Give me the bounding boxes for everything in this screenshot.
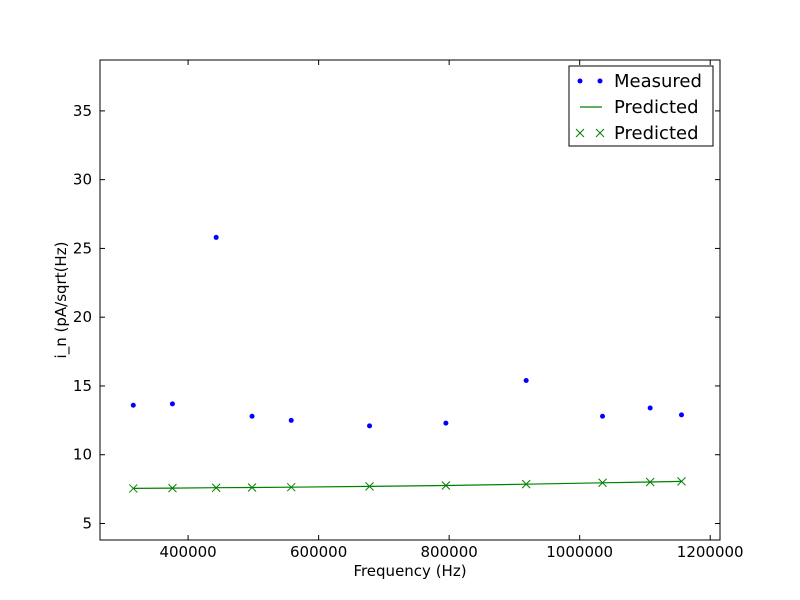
legend: Measured Predicted Predicted bbox=[568, 65, 714, 147]
series-layer bbox=[128, 234, 686, 493]
x-tick-label: 600000 bbox=[290, 543, 347, 561]
predicted-x-marker bbox=[645, 477, 655, 487]
y-tick-label: 15 bbox=[73, 377, 92, 395]
x-marker-stroke bbox=[211, 483, 221, 493]
predicted-x-marker bbox=[286, 482, 296, 492]
x-marker-stroke bbox=[441, 481, 451, 490]
y-tick-label: 25 bbox=[73, 239, 92, 257]
predicted-x-marker bbox=[128, 484, 138, 493]
y-axis-ticks: 5 10 15 20 25 30 35 bbox=[73, 102, 720, 532]
x-marker-stroke bbox=[521, 479, 531, 489]
measured-point bbox=[523, 377, 529, 383]
legend-predicted-x-marker bbox=[575, 128, 605, 138]
y-tick-label: 30 bbox=[73, 171, 92, 189]
x-marker-stroke bbox=[247, 483, 257, 492]
y-tick-label: 20 bbox=[73, 308, 92, 326]
predicted-x-marker bbox=[365, 482, 374, 491]
predicted-x-marker bbox=[211, 483, 221, 493]
legend-label-predicted-markers: Predicted bbox=[614, 123, 699, 144]
legend-box bbox=[568, 65, 714, 147]
measured-point bbox=[249, 413, 255, 419]
y-tick-label: 10 bbox=[73, 446, 92, 464]
measured-point bbox=[600, 413, 606, 419]
y-tick-label: 5 bbox=[82, 514, 92, 532]
measured-point bbox=[213, 234, 219, 240]
predicted-x-marker bbox=[441, 481, 451, 490]
measured-point bbox=[288, 417, 294, 423]
x-marker-stroke bbox=[645, 477, 655, 487]
x-marker-stroke bbox=[286, 482, 296, 492]
predicted-x-marker bbox=[168, 483, 177, 493]
legend-label-measured: Measured bbox=[614, 71, 702, 92]
predicted-x-marker bbox=[598, 478, 607, 488]
y-axis-label: i_n (pA/sqrt(Hz) bbox=[52, 242, 71, 359]
x-tick-label: 400000 bbox=[159, 543, 216, 561]
measured-point bbox=[647, 405, 653, 411]
x-tick-label: 1000000 bbox=[546, 543, 613, 561]
x-marker-stroke bbox=[365, 482, 374, 491]
measured-point bbox=[367, 423, 373, 429]
x-axis-ticks: 400000 600000 800000 1000000 1200000 bbox=[159, 60, 744, 561]
x-marker-stroke bbox=[677, 477, 686, 486]
predicted-x-marker bbox=[247, 483, 257, 492]
predicted-x-marker bbox=[677, 477, 686, 486]
measured-point bbox=[678, 412, 684, 418]
x-marker-stroke bbox=[598, 478, 607, 488]
x-marker-stroke bbox=[128, 484, 138, 493]
x-marker-stroke bbox=[168, 483, 177, 493]
measured-point bbox=[130, 402, 136, 408]
x-axis-label: Frequency (Hz) bbox=[353, 562, 466, 580]
x-tick-label: 800000 bbox=[421, 543, 478, 561]
legend-measured-marker bbox=[597, 78, 603, 84]
measured-point bbox=[169, 401, 175, 407]
y-tick-label: 35 bbox=[73, 102, 92, 120]
predicted-x-marker bbox=[521, 479, 531, 489]
x-tick-label: 1200000 bbox=[677, 543, 744, 561]
legend-label-predicted-line: Predicted bbox=[614, 97, 699, 118]
legend-measured-marker bbox=[577, 78, 583, 84]
measured-point bbox=[443, 420, 449, 426]
